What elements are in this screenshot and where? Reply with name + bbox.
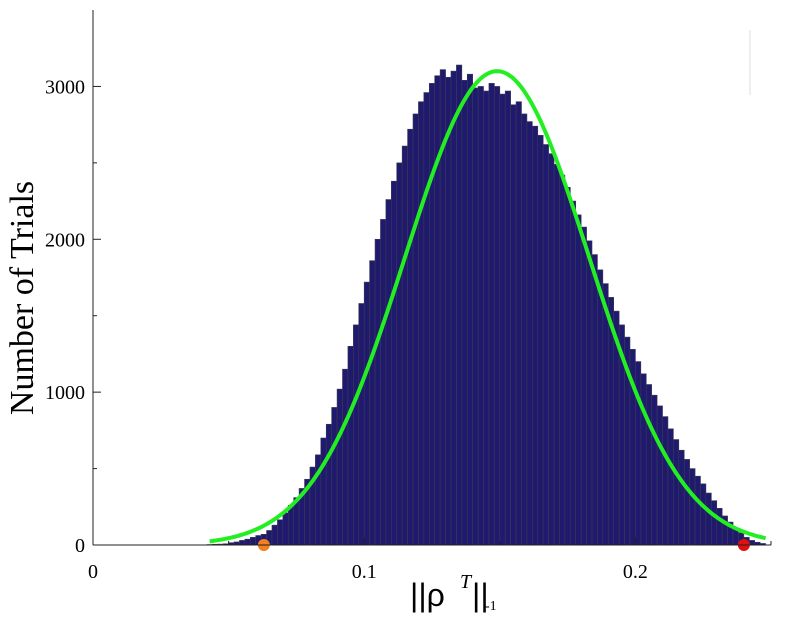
histogram-bar	[504, 90, 511, 546]
histogram-bar	[358, 303, 365, 546]
histogram-bar	[602, 283, 609, 546]
y-tick-label: 2000	[45, 229, 85, 251]
x-tick-label: 0.2	[623, 561, 648, 583]
histogram-bar	[586, 240, 593, 546]
histogram-bar	[336, 388, 343, 546]
histogram-bar	[640, 373, 647, 546]
histogram-bar	[510, 104, 517, 546]
histogram-bar	[748, 540, 756, 546]
histogram-bar	[331, 407, 338, 546]
histogram-bar	[445, 76, 452, 546]
x-axis-label-close: ||	[472, 577, 489, 613]
histogram-bar	[526, 121, 533, 546]
histogram-bar	[580, 226, 587, 546]
histogram-bar	[689, 468, 696, 546]
histogram-bar	[396, 162, 403, 546]
x-tick-label: 0	[88, 561, 98, 583]
histogram-bar	[466, 73, 473, 546]
histogram-bar	[342, 368, 349, 546]
histogram-bar	[407, 128, 414, 546]
y-axis-label: Number of Trials	[4, 181, 41, 415]
histogram-bar	[559, 174, 566, 546]
histogram-bar	[553, 164, 560, 546]
histogram-bar	[353, 324, 360, 546]
histogram-bar	[488, 83, 495, 546]
histogram-bar	[412, 113, 419, 546]
histogram-bar	[418, 101, 425, 546]
histogram-bar	[374, 238, 381, 546]
x-tick-label: 0.1	[352, 561, 377, 583]
histogram-bars	[206, 64, 766, 546]
histogram-bar	[483, 90, 490, 546]
histogram-bar	[347, 345, 354, 546]
histogram-bar	[651, 394, 658, 546]
histogram-bar	[662, 416, 669, 546]
histogram-bar	[716, 508, 723, 546]
histogram-bar	[477, 86, 484, 546]
histogram-bar	[287, 504, 294, 546]
histogram-bar	[320, 437, 327, 546]
histogram-bar	[667, 428, 674, 546]
histogram-bar	[564, 187, 571, 546]
histogram-bar	[711, 500, 718, 546]
x-axis-label: ||ρ T || -1	[410, 571, 497, 614]
y-tick-label: 3000	[45, 76, 85, 98]
histogram-bar	[282, 512, 289, 546]
axes	[92, 10, 771, 546]
gaussian-fit-group	[209, 69, 767, 544]
histogram-bar	[678, 449, 685, 546]
histogram-bar	[239, 540, 246, 546]
histogram-bar	[401, 145, 408, 546]
histogram-bar	[391, 180, 398, 546]
histogram-bar	[494, 86, 501, 546]
histogram-bar	[656, 405, 663, 546]
histogram-bar	[591, 254, 598, 546]
histogram-bar	[700, 483, 707, 546]
histogram-bar	[570, 200, 577, 546]
histogram-bar	[461, 80, 468, 546]
histogram-bar	[277, 519, 284, 546]
histogram-bar	[423, 92, 430, 546]
x-axis-label-main: ||ρ	[410, 577, 445, 613]
histogram-bar	[645, 384, 652, 546]
histogram-bar	[325, 423, 332, 546]
histogram-bar	[428, 83, 436, 546]
histogram-bar	[521, 113, 528, 546]
histogram-bar	[380, 219, 387, 546]
histogram-bar	[673, 439, 680, 546]
y-ticks: 0 1000 2000 3000	[45, 76, 101, 557]
histogram-bar	[369, 260, 376, 546]
histogram-bar	[515, 101, 522, 546]
histogram-bar	[694, 475, 701, 546]
histogram-bar	[250, 537, 257, 546]
x-ticks: 0 0.1 0.2	[88, 537, 772, 583]
histogram-bar	[683, 459, 690, 546]
gaussian-fit-curve	[209, 69, 767, 544]
x-axis-label-subscript: -1	[485, 599, 497, 614]
y-tick-label: 1000	[45, 382, 85, 404]
histogram-bar	[532, 125, 539, 546]
histogram-bar	[597, 269, 604, 546]
histogram-bar	[548, 153, 555, 546]
histogram-bar	[456, 64, 463, 546]
histogram-bar	[499, 93, 506, 546]
histogram-bar	[472, 87, 479, 546]
x-axis-label-superscript: T	[460, 571, 473, 593]
histogram-bar	[271, 524, 278, 546]
y-tick-label: 0	[75, 535, 85, 557]
histogram-bar	[434, 75, 441, 546]
histogram-bar	[542, 144, 549, 546]
histogram-bar	[450, 70, 457, 546]
histogram-bar	[537, 135, 544, 546]
histogram-bar	[575, 214, 582, 546]
histogram-bar	[705, 492, 712, 546]
histogram-bar	[385, 199, 392, 546]
histogram-bar	[244, 538, 251, 546]
histogram-bar	[363, 281, 370, 546]
